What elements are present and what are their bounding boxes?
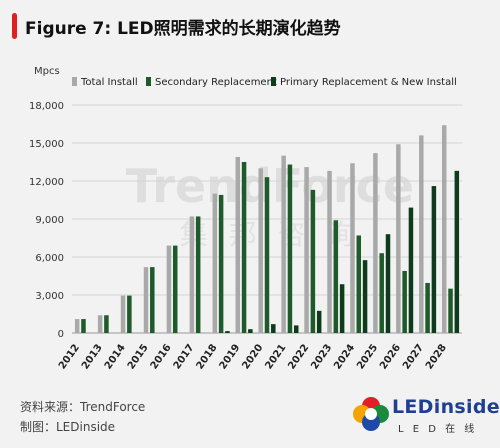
bar [235, 156, 241, 333]
bar [258, 168, 263, 333]
legend-swatch [146, 77, 151, 86]
bar [396, 144, 401, 333]
bar [218, 194, 224, 333]
bar [104, 315, 109, 333]
bar [425, 282, 430, 333]
bar [195, 216, 201, 333]
x-tick-label: 2027 [401, 342, 426, 371]
source-text: 资料来源：TrendForce [20, 400, 146, 414]
chart: TrendForce 集 邦 咨 询 Mpcs 0 3,000 6,000 9,000 12,… [29, 66, 462, 372]
x-tick-label: 2012 [57, 342, 82, 371]
bar [74, 319, 80, 333]
legend-label: Primary Replacement & New Install [280, 77, 457, 88]
bar [310, 189, 316, 333]
y-tick-label: 0 [58, 329, 64, 340]
x-tick-label: 2018 [195, 342, 220, 371]
y-axis-unit-label: Mpcs [34, 66, 60, 77]
x-tick-label: 2013 [80, 342, 105, 371]
watermark-text-cn: 集 邦 咨 询 [180, 218, 361, 251]
credit-text: 制图：LEDinside [20, 420, 116, 434]
bar [333, 220, 339, 333]
title-bar: Figure 7: LED照明需求的长期演化趋势 [12, 12, 341, 40]
ledinside-logo: LEDinside L E D 在 线 [352, 394, 500, 438]
bar [379, 253, 384, 333]
x-tick-label: 2023 [309, 342, 334, 371]
bar [212, 193, 218, 333]
bar [441, 125, 447, 334]
bar [356, 235, 362, 333]
logo-text: LEDinside [392, 396, 500, 418]
x-tick-label: 2017 [172, 342, 197, 371]
x-tick-label: 2020 [240, 342, 265, 371]
bar [373, 153, 378, 333]
bar [408, 207, 414, 333]
bar [327, 170, 332, 333]
y-tick-label: 12,000 [29, 177, 64, 188]
x-tick-label: 2015 [126, 342, 151, 371]
x-tick-label: 2019 [218, 342, 243, 371]
legend-label: Total Install [80, 77, 138, 88]
y-tick-label: 9,000 [35, 215, 64, 226]
y-tick-label: 15,000 [29, 139, 64, 150]
bar [316, 310, 322, 333]
bar [97, 315, 103, 333]
bar [402, 270, 407, 333]
source-note: 资料来源：TrendForce [20, 398, 145, 415]
bar [287, 164, 293, 333]
title-accent-bar [12, 13, 17, 39]
legend-swatch [271, 77, 276, 86]
watermark-text: TrendForce [126, 159, 414, 213]
bar [350, 163, 355, 333]
legend-label: Secondary Replacement [155, 77, 277, 88]
x-tick-label: 2024 [332, 342, 357, 371]
bar [241, 162, 247, 333]
bar [385, 234, 391, 333]
bar [172, 245, 178, 333]
bar [281, 155, 286, 333]
chart-title: Figure 7: LED照明需求的长期演化趋势 [25, 18, 341, 39]
bar [339, 284, 345, 333]
x-tick-label: 2028 [424, 342, 449, 371]
bar [454, 170, 460, 333]
bar [293, 325, 299, 333]
x-tick-label: 2022 [286, 342, 311, 371]
logo-subtitle: L E D 在 线 [398, 424, 478, 435]
bar [264, 177, 270, 333]
bar [150, 267, 155, 333]
bar [248, 329, 253, 333]
legend-swatch [72, 77, 77, 86]
logo-mark-icon [353, 397, 389, 431]
bar [143, 267, 149, 333]
bar [362, 260, 368, 333]
y-tick-label: 18,000 [29, 101, 64, 112]
x-tick-label: 2014 [103, 342, 128, 371]
x-tick-label: 2025 [355, 342, 380, 371]
bar [120, 295, 126, 333]
bar [448, 288, 453, 333]
x-tick-label: 2026 [378, 342, 403, 371]
bar [419, 135, 424, 333]
y-tick-label: 3,000 [35, 291, 64, 302]
credit-note: 制图：LEDinside [20, 418, 115, 435]
x-tick-label: 2021 [263, 342, 288, 371]
bar [81, 319, 86, 333]
bar [166, 245, 172, 333]
bar [304, 167, 309, 333]
y-tick-label: 6,000 [35, 253, 64, 264]
bar [431, 186, 437, 333]
bar [225, 331, 230, 333]
x-tick-label: 2016 [149, 342, 174, 371]
bar [271, 324, 276, 333]
bar [189, 216, 195, 333]
bar [127, 295, 132, 333]
